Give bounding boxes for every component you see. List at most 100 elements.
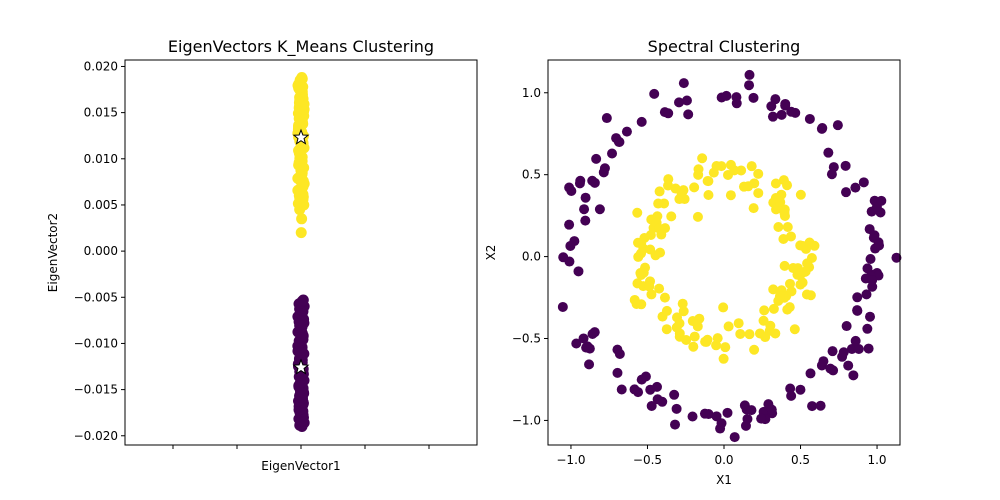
scatter-point xyxy=(584,359,595,370)
scatter-point xyxy=(688,341,699,352)
left-chart: EigenVectors K_Means Clustering 0.0200.0… xyxy=(46,37,478,473)
scatter-point xyxy=(846,343,857,354)
scatter-point xyxy=(659,107,670,118)
scatter-point xyxy=(733,318,744,329)
scatter-point xyxy=(843,360,854,371)
scatter-point xyxy=(699,408,710,419)
scatter-point xyxy=(782,304,793,315)
scatter-point xyxy=(697,153,708,164)
left-chart-title: EigenVectors K_Means Clustering xyxy=(168,37,434,57)
scatter-point xyxy=(296,213,308,225)
scatter-point xyxy=(862,323,873,334)
scatter-point xyxy=(692,211,703,222)
scatter-point xyxy=(805,290,816,301)
scatter-point xyxy=(797,240,808,251)
x-tick-label: 0.0 xyxy=(714,453,733,467)
scatter-point xyxy=(646,400,657,411)
scatter-point xyxy=(826,169,837,180)
scatter-point xyxy=(858,177,869,188)
scatter-point xyxy=(708,167,719,178)
scatter-point xyxy=(644,281,655,292)
scatter-point xyxy=(782,180,793,191)
scatter-point xyxy=(669,389,680,400)
scatter-point xyxy=(616,384,627,395)
scatter-point xyxy=(729,432,740,443)
scatter-point xyxy=(621,126,632,137)
left-x-axis-label: EigenVector1 xyxy=(261,459,340,473)
scatter-point xyxy=(715,423,726,434)
scatter-point xyxy=(591,153,602,164)
scatter-point xyxy=(612,367,623,378)
y-tick-label: 0.0 xyxy=(522,250,541,264)
scatter-point xyxy=(760,332,771,343)
scatter-point xyxy=(748,203,759,214)
y-tick-label: −0.020 xyxy=(74,429,118,443)
scatter-point xyxy=(666,211,677,222)
scatter-point xyxy=(640,262,651,273)
scatter-point xyxy=(768,303,779,314)
scatter-point xyxy=(837,351,848,362)
scatter-point xyxy=(771,204,782,215)
scatter-point xyxy=(744,329,755,340)
scatter-point xyxy=(693,169,704,180)
scatter-point xyxy=(805,368,816,379)
scatter-point xyxy=(723,321,734,332)
scatter-point xyxy=(759,305,770,316)
scatter-point xyxy=(861,289,872,300)
scatter-point xyxy=(827,346,838,357)
scatter-point xyxy=(636,116,647,127)
y-tick-label: 0.015 xyxy=(84,106,118,120)
scatter-point xyxy=(765,320,776,331)
scatter-point xyxy=(797,277,808,288)
scatter-point xyxy=(646,289,657,300)
scatter-point xyxy=(296,72,308,84)
scatter-point xyxy=(778,233,789,244)
scatter-point xyxy=(782,221,793,232)
scatter-point xyxy=(891,252,902,263)
scatter-point xyxy=(689,182,700,193)
scatter-point xyxy=(770,328,781,339)
scatter-point xyxy=(779,207,790,218)
scatter-point xyxy=(701,336,712,347)
scatter-point xyxy=(659,292,670,303)
scatter-point xyxy=(652,394,663,405)
scatter-point xyxy=(786,106,797,117)
x-tick-label: 1.0 xyxy=(867,453,886,467)
scatter-point xyxy=(789,324,800,335)
scatter-point xyxy=(677,298,688,309)
scatter-point xyxy=(776,109,787,120)
scatter-point xyxy=(718,353,729,364)
scatter-point xyxy=(785,278,796,289)
scatter-point xyxy=(674,331,685,342)
scatter-point xyxy=(786,286,797,297)
scatter-point xyxy=(731,92,742,103)
scatter-point xyxy=(807,401,818,412)
scatter-point xyxy=(746,405,757,416)
scatter-point xyxy=(633,237,644,248)
scatter-point xyxy=(832,120,843,131)
scatter-point xyxy=(573,266,584,277)
y-tick-label: −1.0 xyxy=(512,413,541,427)
scatter-point xyxy=(629,384,640,395)
scatter-point xyxy=(748,92,759,103)
scatter-point xyxy=(687,316,698,327)
scatter-point xyxy=(770,178,781,189)
scatter-point xyxy=(735,328,746,339)
scatter-point xyxy=(753,168,764,179)
scatter-point xyxy=(670,419,681,430)
scatter-point xyxy=(795,384,806,395)
scatter-point xyxy=(558,252,569,263)
scatter-point xyxy=(768,284,779,295)
scatter-point xyxy=(806,252,817,263)
scatter-point xyxy=(702,176,713,187)
scatter-point xyxy=(825,363,836,374)
scatter-point xyxy=(852,305,863,316)
scatter-point xyxy=(636,269,647,280)
scatter-point xyxy=(681,95,692,106)
scatter-point xyxy=(767,111,778,122)
scatter-point xyxy=(862,263,873,274)
scatter-point xyxy=(863,343,874,354)
scatter-point xyxy=(721,90,732,101)
scatter-point xyxy=(850,182,861,193)
y-tick-label: −0.5 xyxy=(512,332,541,346)
